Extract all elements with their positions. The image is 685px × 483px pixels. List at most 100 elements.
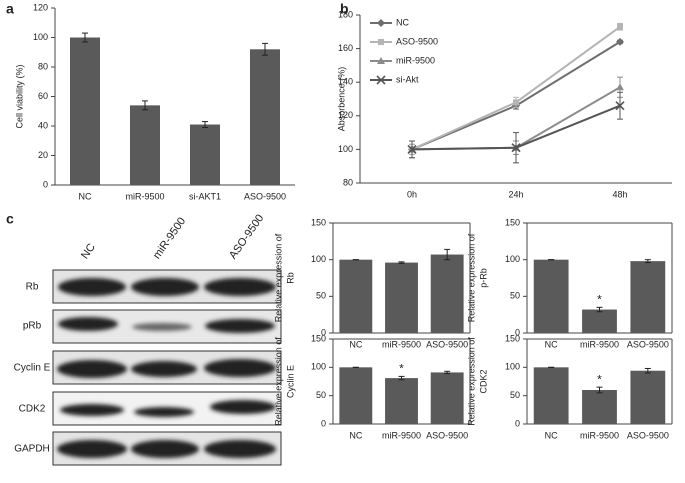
bar [385,378,418,424]
x-tick-label: ASO-9500 [426,430,468,440]
y-tick-label: 0 [321,418,326,428]
bar [130,105,160,185]
y-axis-label: Cyclin E [285,365,295,398]
y-axis-label: Relative expression of [466,337,476,426]
marker [616,83,624,91]
y-tick-label: 100 [311,362,326,372]
error-bar [262,42,268,56]
y-tick-label: 120 [338,110,353,120]
x-tick-label: miR-9500 [580,430,619,440]
y-axis-label: CDK2 [478,369,488,393]
x-tick-label: miR-9500 [125,191,164,201]
y-tick-label: 50 [510,390,520,400]
y-tick-label: 50 [510,291,520,301]
bar [339,367,373,424]
marker [407,144,417,154]
bar [250,49,280,185]
marker [617,23,623,30]
x-tick-label: si-AKT1 [189,191,221,201]
y-tick-label: 100 [505,254,520,264]
y-axis-label: Relative expression of [273,337,283,426]
lane-label: NC [79,241,98,261]
legend-label: NC [396,17,409,27]
bar [385,262,418,333]
marker [376,75,386,85]
marker [511,143,521,153]
y-tick-label: 0 [515,327,520,337]
x-tick-label: NC [349,339,362,349]
x-tick-label: NC [545,339,558,349]
error-bar [444,248,451,261]
bar [70,37,100,185]
error-bar [202,121,208,128]
y-tick-label: 100 [505,362,520,372]
x-tick-label: ASO-9500 [627,430,669,440]
y-tick-label: 80 [38,61,48,71]
y-axis-label: Relative expression of [273,233,283,322]
legend-label: miR-9500 [396,55,435,65]
x-tick-label: miR-9500 [382,430,421,440]
y-tick-label: 0 [321,327,326,337]
bar [630,261,666,333]
bar [533,259,569,333]
error-bar [398,375,405,381]
row-label: CDK2 [19,404,46,415]
y-axis-label: Rb [285,272,295,284]
x-tick-label: ASO-9500 [426,339,468,349]
error-bar [142,100,148,111]
x-tick-label: NC [545,430,558,440]
y-tick-label: 100 [33,32,48,42]
significance: * [399,362,404,376]
bar [582,390,617,424]
row-label: Rb [26,282,39,293]
panel-label: b [340,1,349,17]
panel-label: a [6,1,14,17]
error-bar [596,386,603,394]
bar [190,124,220,185]
marker [615,101,625,111]
y-axis-label: Cell viability (%) [14,64,24,128]
y-tick-label: 180 [338,9,353,19]
y-tick-label: 100 [311,254,326,264]
marker [378,39,384,45]
lane-label: miR-9500 [151,215,188,261]
x-tick-label: 48h [612,189,627,199]
bar [582,309,617,333]
row-label: GAPDH [14,444,50,455]
marker [377,57,385,64]
y-tick-label: 50 [316,291,326,301]
legend-entry: NC [370,17,409,27]
legend-label: si-Akt [396,74,419,84]
significance: * [597,293,602,307]
significance: * [597,372,602,386]
row-label: pRb [23,321,42,332]
x-tick-label: 24h [508,189,523,199]
bar [339,259,373,333]
x-tick-label: miR-9500 [382,339,421,349]
y-tick-label: 60 [38,91,48,101]
bar [630,370,666,424]
bar [430,254,464,333]
panel-label: c [6,211,14,227]
y-tick-label: 140 [338,77,353,87]
error-bar [644,259,651,264]
x-tick-label: 0h [407,189,417,199]
y-axis-label: Relative expression of [466,233,476,322]
legend-entry: ASO-9500 [370,36,438,46]
x-tick-label: NC [349,430,362,440]
y-tick-label: 160 [338,43,353,53]
error-bar [82,32,88,43]
legend-entry: si-Akt [370,74,419,85]
y-tick-label: 40 [38,120,48,130]
western-blot [52,269,282,466]
x-tick-label: ASO-9500 [244,191,286,201]
y-axis-label: Absorbence (%) [336,67,346,132]
error-bar [644,367,651,374]
bar [430,372,464,424]
y-tick-label: 20 [38,150,48,160]
y-tick-label: 80 [343,177,353,187]
x-tick-label: ASO-9500 [627,339,669,349]
y-tick-label: 50 [316,390,326,400]
legend-entry: miR-9500 [370,55,435,65]
